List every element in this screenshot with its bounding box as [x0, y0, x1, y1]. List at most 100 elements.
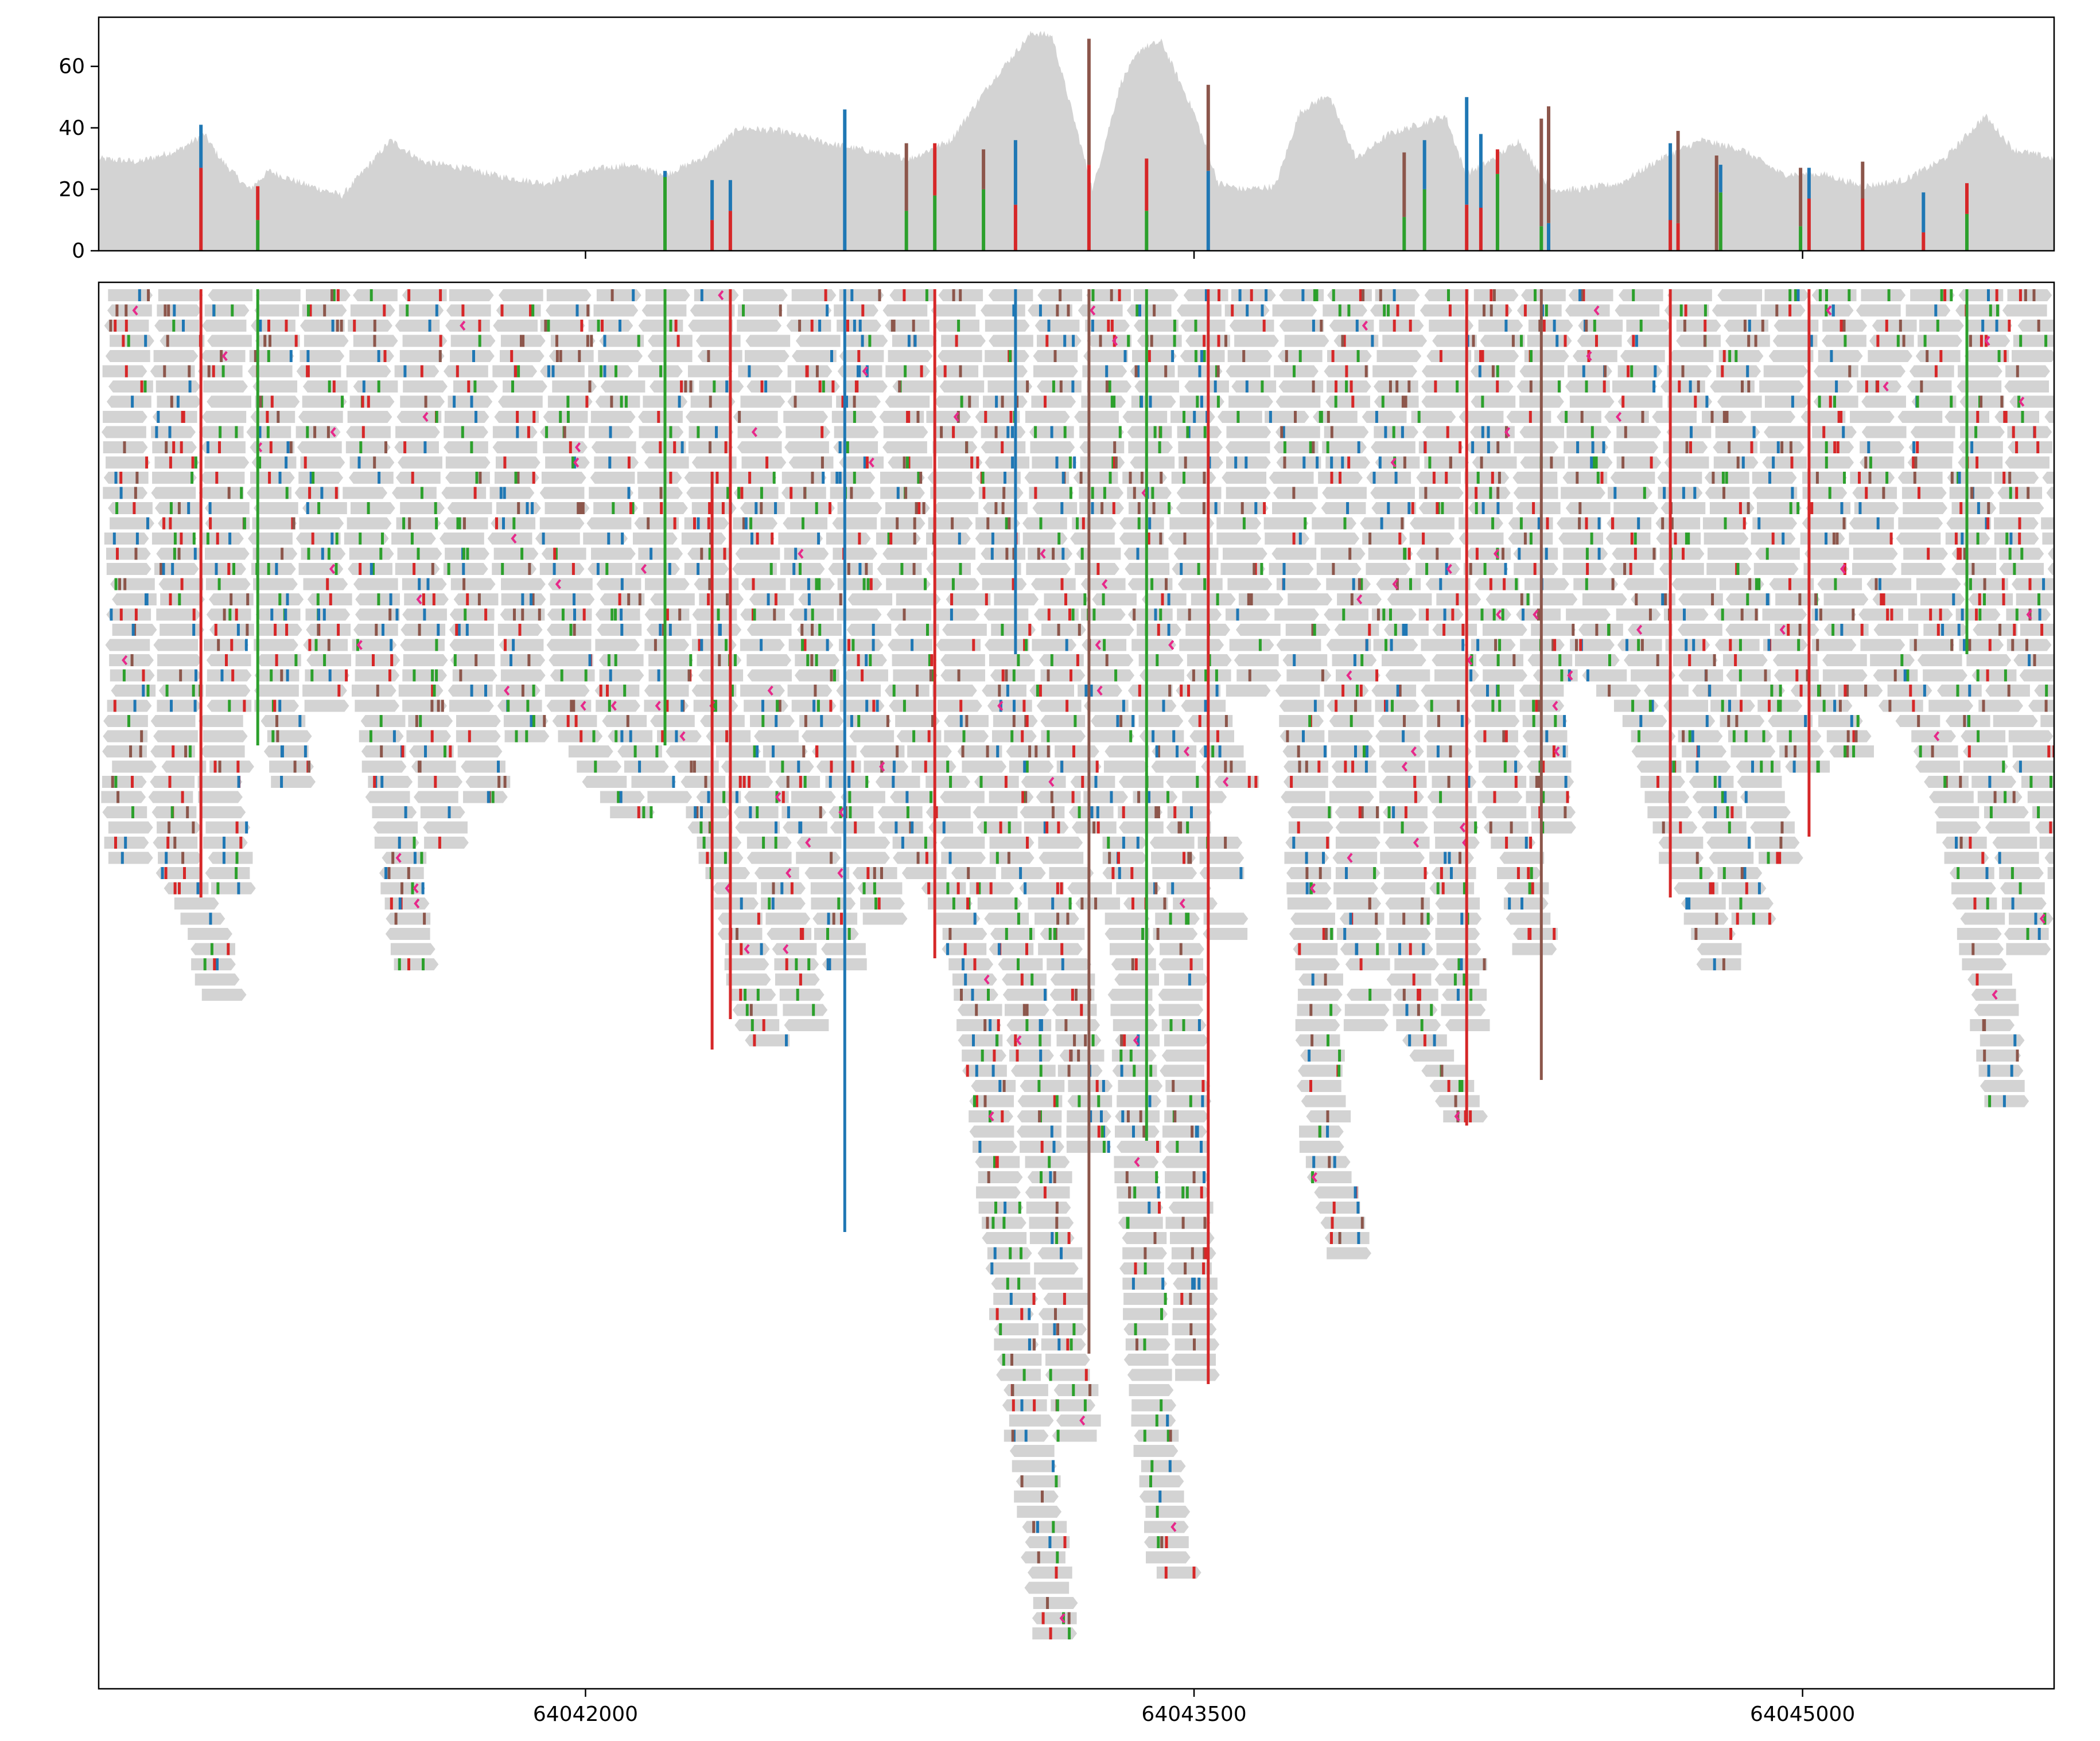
read-1008 — [157, 669, 202, 682]
read-mismatch-643-1 — [2080, 518, 2083, 530]
read-mismatch-168-0 — [510, 350, 514, 362]
read-mismatch-1255-1 — [1364, 760, 1368, 773]
read-body-653 — [535, 533, 580, 545]
read-27 — [1424, 289, 1469, 301]
read-body-593 — [1565, 502, 1611, 514]
variant-site-5 — [843, 109, 847, 251]
read-mismatch-1177-0 — [927, 730, 931, 743]
read-body-599 — [1854, 502, 1899, 514]
read-mismatch-733-0 — [447, 563, 450, 575]
read-mismatch-113-0 — [1761, 320, 1764, 332]
read-526 — [294, 487, 340, 499]
read-498 — [927, 472, 973, 484]
read-mismatch-646-0 — [228, 533, 232, 545]
read-mismatch-1324-1 — [1566, 791, 1569, 803]
read-841 — [1775, 593, 1820, 605]
read-mismatch-267-0 — [1434, 380, 1437, 392]
variant-bar-2-0 — [663, 177, 667, 251]
read-mismatch-1287-0 — [1254, 776, 1258, 788]
read-mismatch-942-0 — [872, 639, 875, 651]
read-1112 — [1375, 699, 1420, 712]
read-222 — [1177, 365, 1223, 378]
reads-panel: 64042000 64043500 64045000 — [98, 281, 2083, 1726]
read-mismatch-542-0 — [1103, 487, 1106, 499]
read-body-925 — [1973, 624, 2017, 636]
read-mismatch-40-1 — [115, 304, 119, 317]
read-mismatch-1113-0 — [1430, 699, 1433, 712]
read-194 — [1768, 350, 1814, 362]
read-806 — [2011, 578, 2054, 590]
read-777 — [596, 578, 641, 590]
read-mismatch-890-1 — [274, 624, 277, 636]
read-mismatch-140-0 — [1127, 335, 1130, 347]
read-mismatch-485-1 — [312, 472, 315, 484]
read-1302 — [198, 791, 243, 803]
read-mismatch-854-0 — [484, 608, 488, 621]
read-mismatch-1027-0 — [1114, 669, 1118, 682]
read-924 — [1923, 624, 1969, 636]
read-mismatch-583-0 — [1091, 502, 1094, 514]
read-mismatch-1305-0 — [491, 791, 495, 803]
read-421 — [1079, 441, 1125, 453]
read-body-1356 — [1746, 806, 1791, 818]
read-mismatch-428-1 — [1459, 441, 1462, 453]
read-1106 — [1036, 699, 1082, 712]
read-606 — [252, 517, 297, 530]
read-912 — [1334, 624, 1379, 636]
read-mismatch-591-0 — [1496, 502, 1500, 514]
read-mismatch-74-0 — [1788, 304, 1792, 317]
read-1233 — [112, 760, 157, 773]
read-mismatch-89-0 — [547, 320, 550, 332]
read-mismatch-16-0 — [903, 289, 906, 301]
read-mismatch-353-1 — [1710, 411, 1714, 423]
read-426 — [1322, 441, 1367, 453]
read-body-256 — [892, 380, 938, 392]
read-mismatch-956-2 — [1553, 639, 1557, 651]
read-mismatch-297-1 — [968, 395, 971, 408]
read-mismatch-230-0 — [1582, 365, 1585, 378]
read-430 — [1514, 441, 1559, 453]
read-mismatch-550-1 — [1496, 487, 1500, 499]
read-mismatch-898-1 — [668, 624, 672, 636]
read-body-856 — [547, 608, 592, 621]
read-mismatch-275-0 — [1835, 380, 1838, 392]
read-body-197 — [1915, 350, 1961, 362]
read-mismatch-419-0 — [1001, 441, 1004, 453]
read-1142 — [993, 715, 1038, 727]
read-319 — [2009, 395, 2054, 408]
read-857 — [595, 608, 640, 621]
read-mismatch-34-1 — [1796, 289, 1800, 301]
read-mismatch-908-2 — [1157, 624, 1160, 636]
read-mismatch-1003-0 — [1900, 654, 1904, 666]
read-1222 — [1426, 745, 1472, 757]
read-mismatch-120-2 — [122, 335, 125, 347]
read-1315 — [1036, 791, 1081, 803]
read-mismatch-1317-1 — [1137, 791, 1141, 803]
read-mismatch-385-1 — [1280, 426, 1284, 438]
read-mismatch-634-2 — [1637, 517, 1640, 530]
read-mismatch-222-1 — [1215, 365, 1218, 378]
read-body-797 — [1573, 578, 1619, 590]
read-mismatch-425-0 — [1283, 441, 1286, 453]
read-295 — [836, 395, 881, 408]
read-indel-713 — [1493, 549, 1500, 559]
read-mismatch-1155-1 — [1735, 715, 1739, 727]
read-235 — [1813, 365, 1858, 378]
read-body-1013 — [402, 669, 448, 682]
read-body-75 — [1809, 304, 1854, 317]
read-544 — [1176, 487, 1222, 499]
read-mismatch-841-2 — [1798, 593, 1802, 605]
read-body-664 — [1070, 533, 1115, 545]
read-mismatch-922-1 — [1860, 624, 1864, 636]
read-1346 — [1118, 806, 1162, 818]
read-body-1217 — [1152, 745, 1197, 757]
read-181 — [1131, 350, 1177, 362]
read-432 — [1613, 441, 1659, 453]
read-body-922 — [1823, 624, 1869, 636]
read-1005 — [1966, 654, 2012, 666]
variant-bar-6-1 — [904, 143, 908, 211]
read-mismatch-858-1 — [666, 608, 669, 621]
read-593 — [1565, 502, 1611, 514]
read-mismatch-113-1 — [1743, 320, 1747, 332]
read-body-1053 — [398, 685, 444, 697]
